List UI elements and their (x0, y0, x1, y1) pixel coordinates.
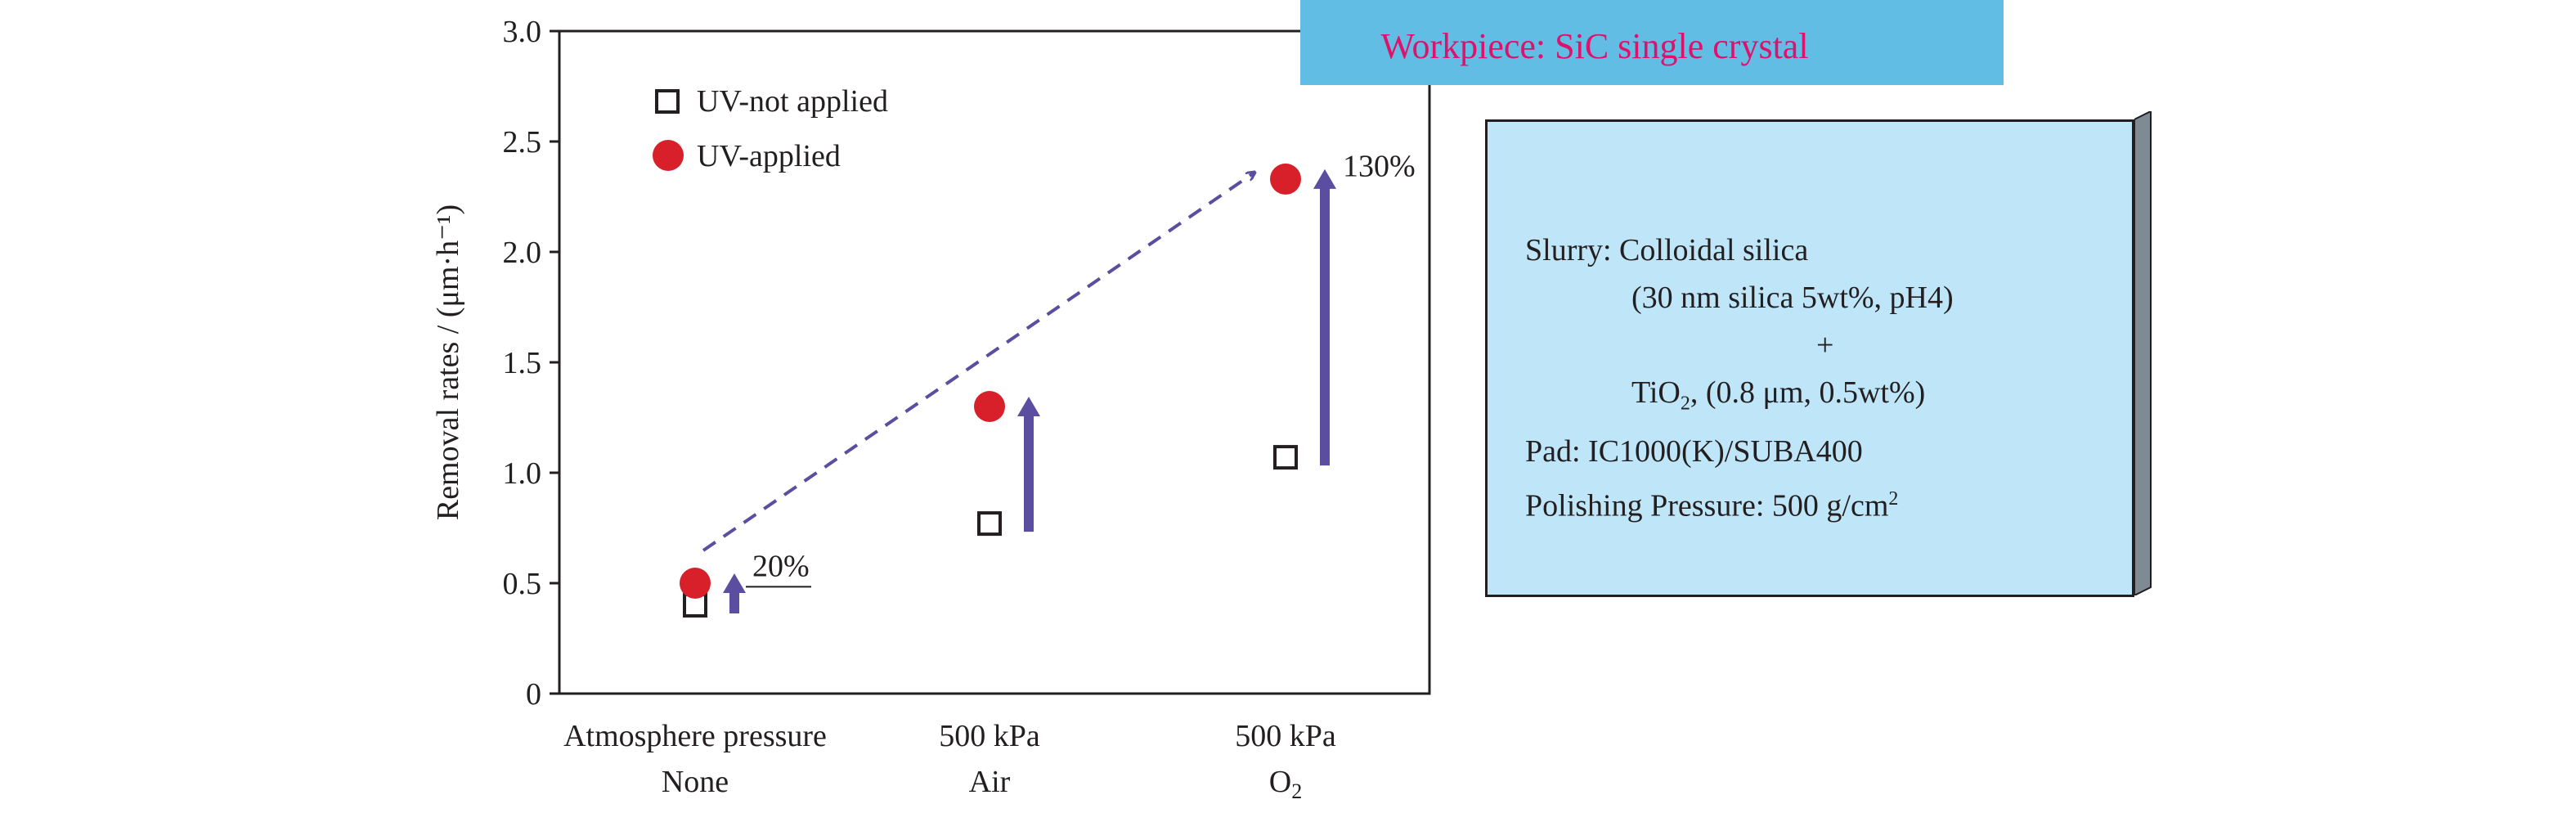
uv-applied-point (974, 391, 1005, 422)
x-axis-categories: Atmosphere pressure None 500 kPa Air 500 kPa… (563, 719, 1336, 803)
uv-not-applied-point (977, 511, 1002, 537)
percent-annotation: 130% (1343, 150, 1416, 184)
annotations: 20% 130% (746, 150, 1416, 588)
x-category-label-line1: Atmosphere pressure (563, 719, 827, 753)
uv-not-applied-point (1273, 445, 1298, 470)
y-tick-label: 2.5 (503, 125, 542, 159)
conditions-panel-side (2134, 111, 2152, 595)
increase-arrow-head (1017, 397, 1040, 416)
x-category-label-line2: Air (969, 765, 1011, 799)
legend-label-uv-applied: UV-applied (697, 139, 841, 173)
data-marks (680, 163, 1301, 618)
increase-arrows (723, 168, 1336, 613)
percent-annotation: 20% (752, 549, 810, 583)
y-tick-label: 2.0 (503, 236, 542, 270)
x-category-label-line2: O2 (1269, 765, 1302, 803)
workpiece-label: Workpiece: SiC single crystal (1380, 25, 1809, 66)
x-category-label-line2: None (662, 765, 729, 799)
tio2-line: TiO2, (0.8 μm, 0.5wt%) (1525, 369, 1954, 428)
y-tick-label: 0 (526, 677, 541, 712)
trend-arrow (702, 173, 1254, 552)
y-tick-label: 3.0 (503, 15, 542, 49)
tio2-prefix: TiO (1631, 375, 1681, 410)
pressure-line: Polishing Pressure: 500 g/cm2 (1525, 475, 1954, 530)
tio2-subscript: 2 (1680, 393, 1690, 415)
slurry-detail-line: (30 nm silica 5wt%, pH4) (1631, 281, 1954, 315)
y-tick-label: 1.0 (503, 456, 542, 491)
uv-applied-point (680, 568, 711, 599)
pad-line: Pad: IC1000(K)/SUBA400 (1525, 433, 1863, 469)
uv-applied-point (1270, 163, 1301, 195)
y-axis-ticks: 0 0.5 1.0 1.5 2.0 2.5 3.0 (503, 15, 559, 712)
slurry-line: Slurry: Colloidal silica (1525, 233, 1809, 267)
increase-arrow-head (1313, 168, 1336, 189)
y-tick-label: 0.5 (503, 567, 542, 601)
legend: UV-not applied UV-applied (653, 84, 888, 173)
legend-marker-uv-not-applied (655, 89, 680, 114)
legend-label-uv-not-applied: UV-not applied (697, 84, 888, 119)
x-category-label-line1: 500 kPa (1235, 719, 1336, 753)
pressure-superscript: 2 (1888, 487, 1899, 510)
increase-arrow-head (723, 573, 746, 593)
workpiece-banner: Workpiece: SiC single crystal (1300, 0, 2004, 85)
plus-line: + (1816, 328, 1834, 362)
y-axis-label: Removal rates / (μm·h⁻¹) (431, 204, 465, 520)
pressure-prefix: Polishing Pressure: 500 g/cm (1525, 488, 1889, 523)
x-category-label-line1: 500 kPa (939, 719, 1040, 753)
y-tick-label: 1.5 (503, 346, 542, 380)
conditions-panel: Slurry: Colloidal silica (30 nm silica 5… (1485, 119, 2134, 597)
legend-marker-uv-applied (653, 140, 684, 171)
polishing-conditions-box: Slurry: Colloidal silica (30 nm silica 5… (1485, 111, 2152, 597)
tio2-rest: , (0.8 μm, 0.5wt%) (1690, 375, 1926, 410)
